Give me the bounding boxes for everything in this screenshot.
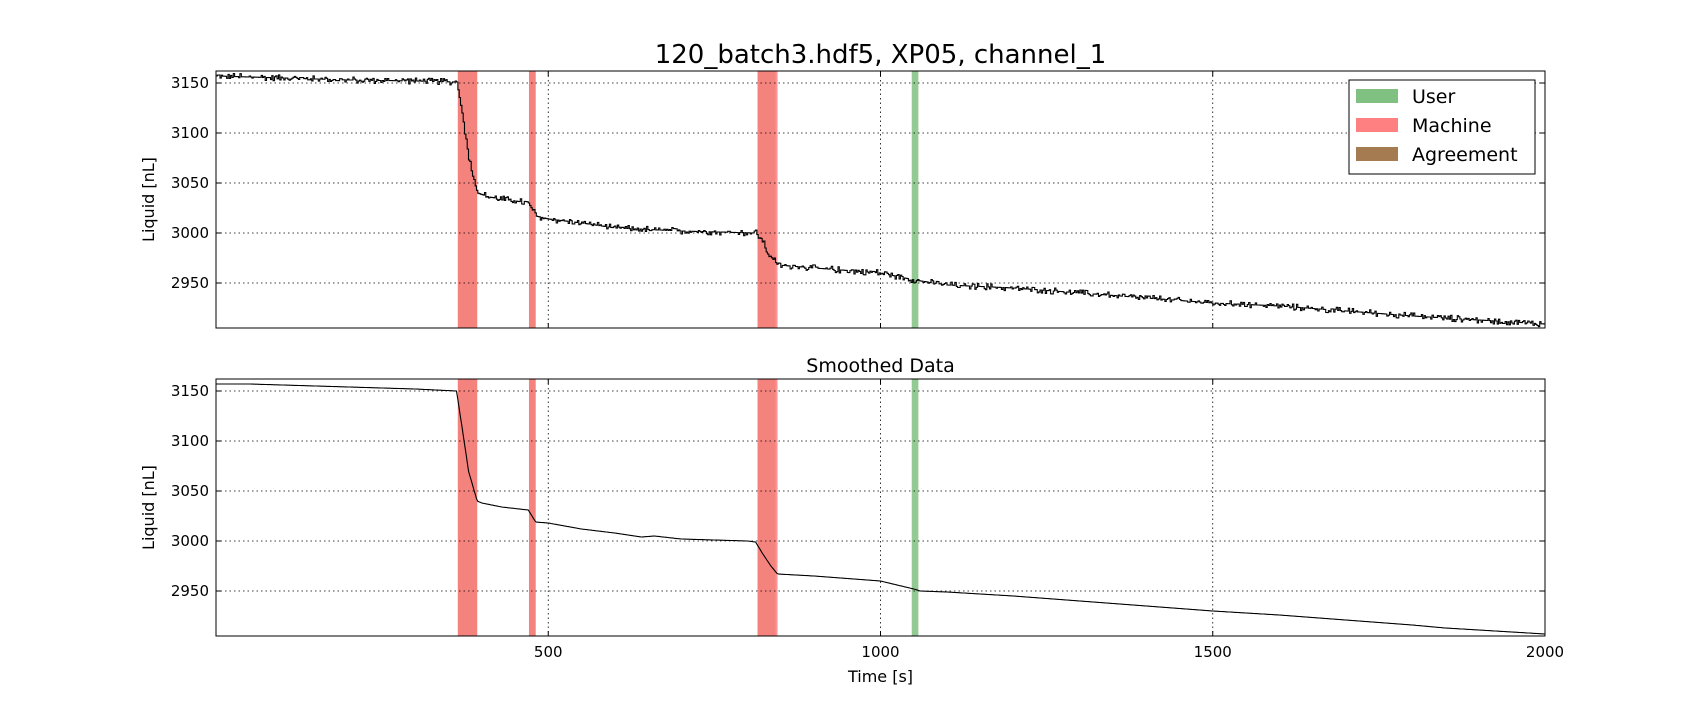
legend-swatch-user bbox=[1356, 89, 1398, 103]
y-axis-label: Liquid [nL] bbox=[139, 157, 158, 242]
region-machine bbox=[528, 71, 536, 328]
y-tick-label: 3050 bbox=[171, 174, 209, 192]
series-line-smoothed bbox=[216, 383, 1545, 635]
y-tick-label: 3150 bbox=[171, 74, 209, 92]
region-machine bbox=[757, 71, 778, 328]
region-user bbox=[911, 71, 919, 328]
x-tick-label: 1500 bbox=[1194, 643, 1232, 661]
x-tick-label: 500 bbox=[534, 643, 563, 661]
panel-smoothed: 2950 3000 3050 3100 3150 500 1000 1500 2000 Liqui… bbox=[139, 355, 1564, 686]
legend-label: Agreement bbox=[1412, 144, 1518, 166]
legend: User Machine Agreement bbox=[1348, 79, 1536, 175]
axes-frame bbox=[215, 378, 1546, 637]
axes-frame bbox=[215, 70, 1546, 329]
legend-label: User bbox=[1412, 86, 1455, 108]
legend-swatch-machine bbox=[1356, 118, 1398, 132]
region-machine bbox=[457, 379, 478, 636]
region-machine bbox=[528, 379, 536, 636]
x-tick-label: 2000 bbox=[1526, 643, 1564, 661]
y-tick-label: 3000 bbox=[171, 224, 209, 242]
x-axis-label: Time [s] bbox=[847, 667, 913, 686]
region-machine bbox=[757, 379, 778, 636]
region-machine bbox=[457, 71, 478, 328]
y-tick-label: 3000 bbox=[171, 532, 209, 550]
chart-title: 120_batch3.hdf5, XP05, channel_1 bbox=[655, 40, 1107, 70]
y-tick-label: 2950 bbox=[171, 582, 209, 600]
panel-raw: 2950 3000 3050 3100 3150 Liquid [nL] User Machi… bbox=[139, 70, 1546, 329]
y-tick-label: 3100 bbox=[171, 124, 209, 142]
legend-label: Machine bbox=[1412, 115, 1492, 137]
y-axis-label: Liquid [nL] bbox=[139, 465, 158, 550]
y-tick-label: 3050 bbox=[171, 482, 209, 500]
region-user bbox=[911, 379, 919, 636]
legend-swatch-agreement bbox=[1356, 147, 1398, 161]
panel-title: Smoothed Data bbox=[806, 355, 954, 377]
x-tick-label: 1000 bbox=[861, 643, 899, 661]
y-tick-label: 3150 bbox=[171, 382, 209, 400]
y-tick-label: 3100 bbox=[171, 432, 209, 450]
y-tick-label: 2950 bbox=[171, 274, 209, 292]
series-line-raw bbox=[216, 72, 1545, 328]
